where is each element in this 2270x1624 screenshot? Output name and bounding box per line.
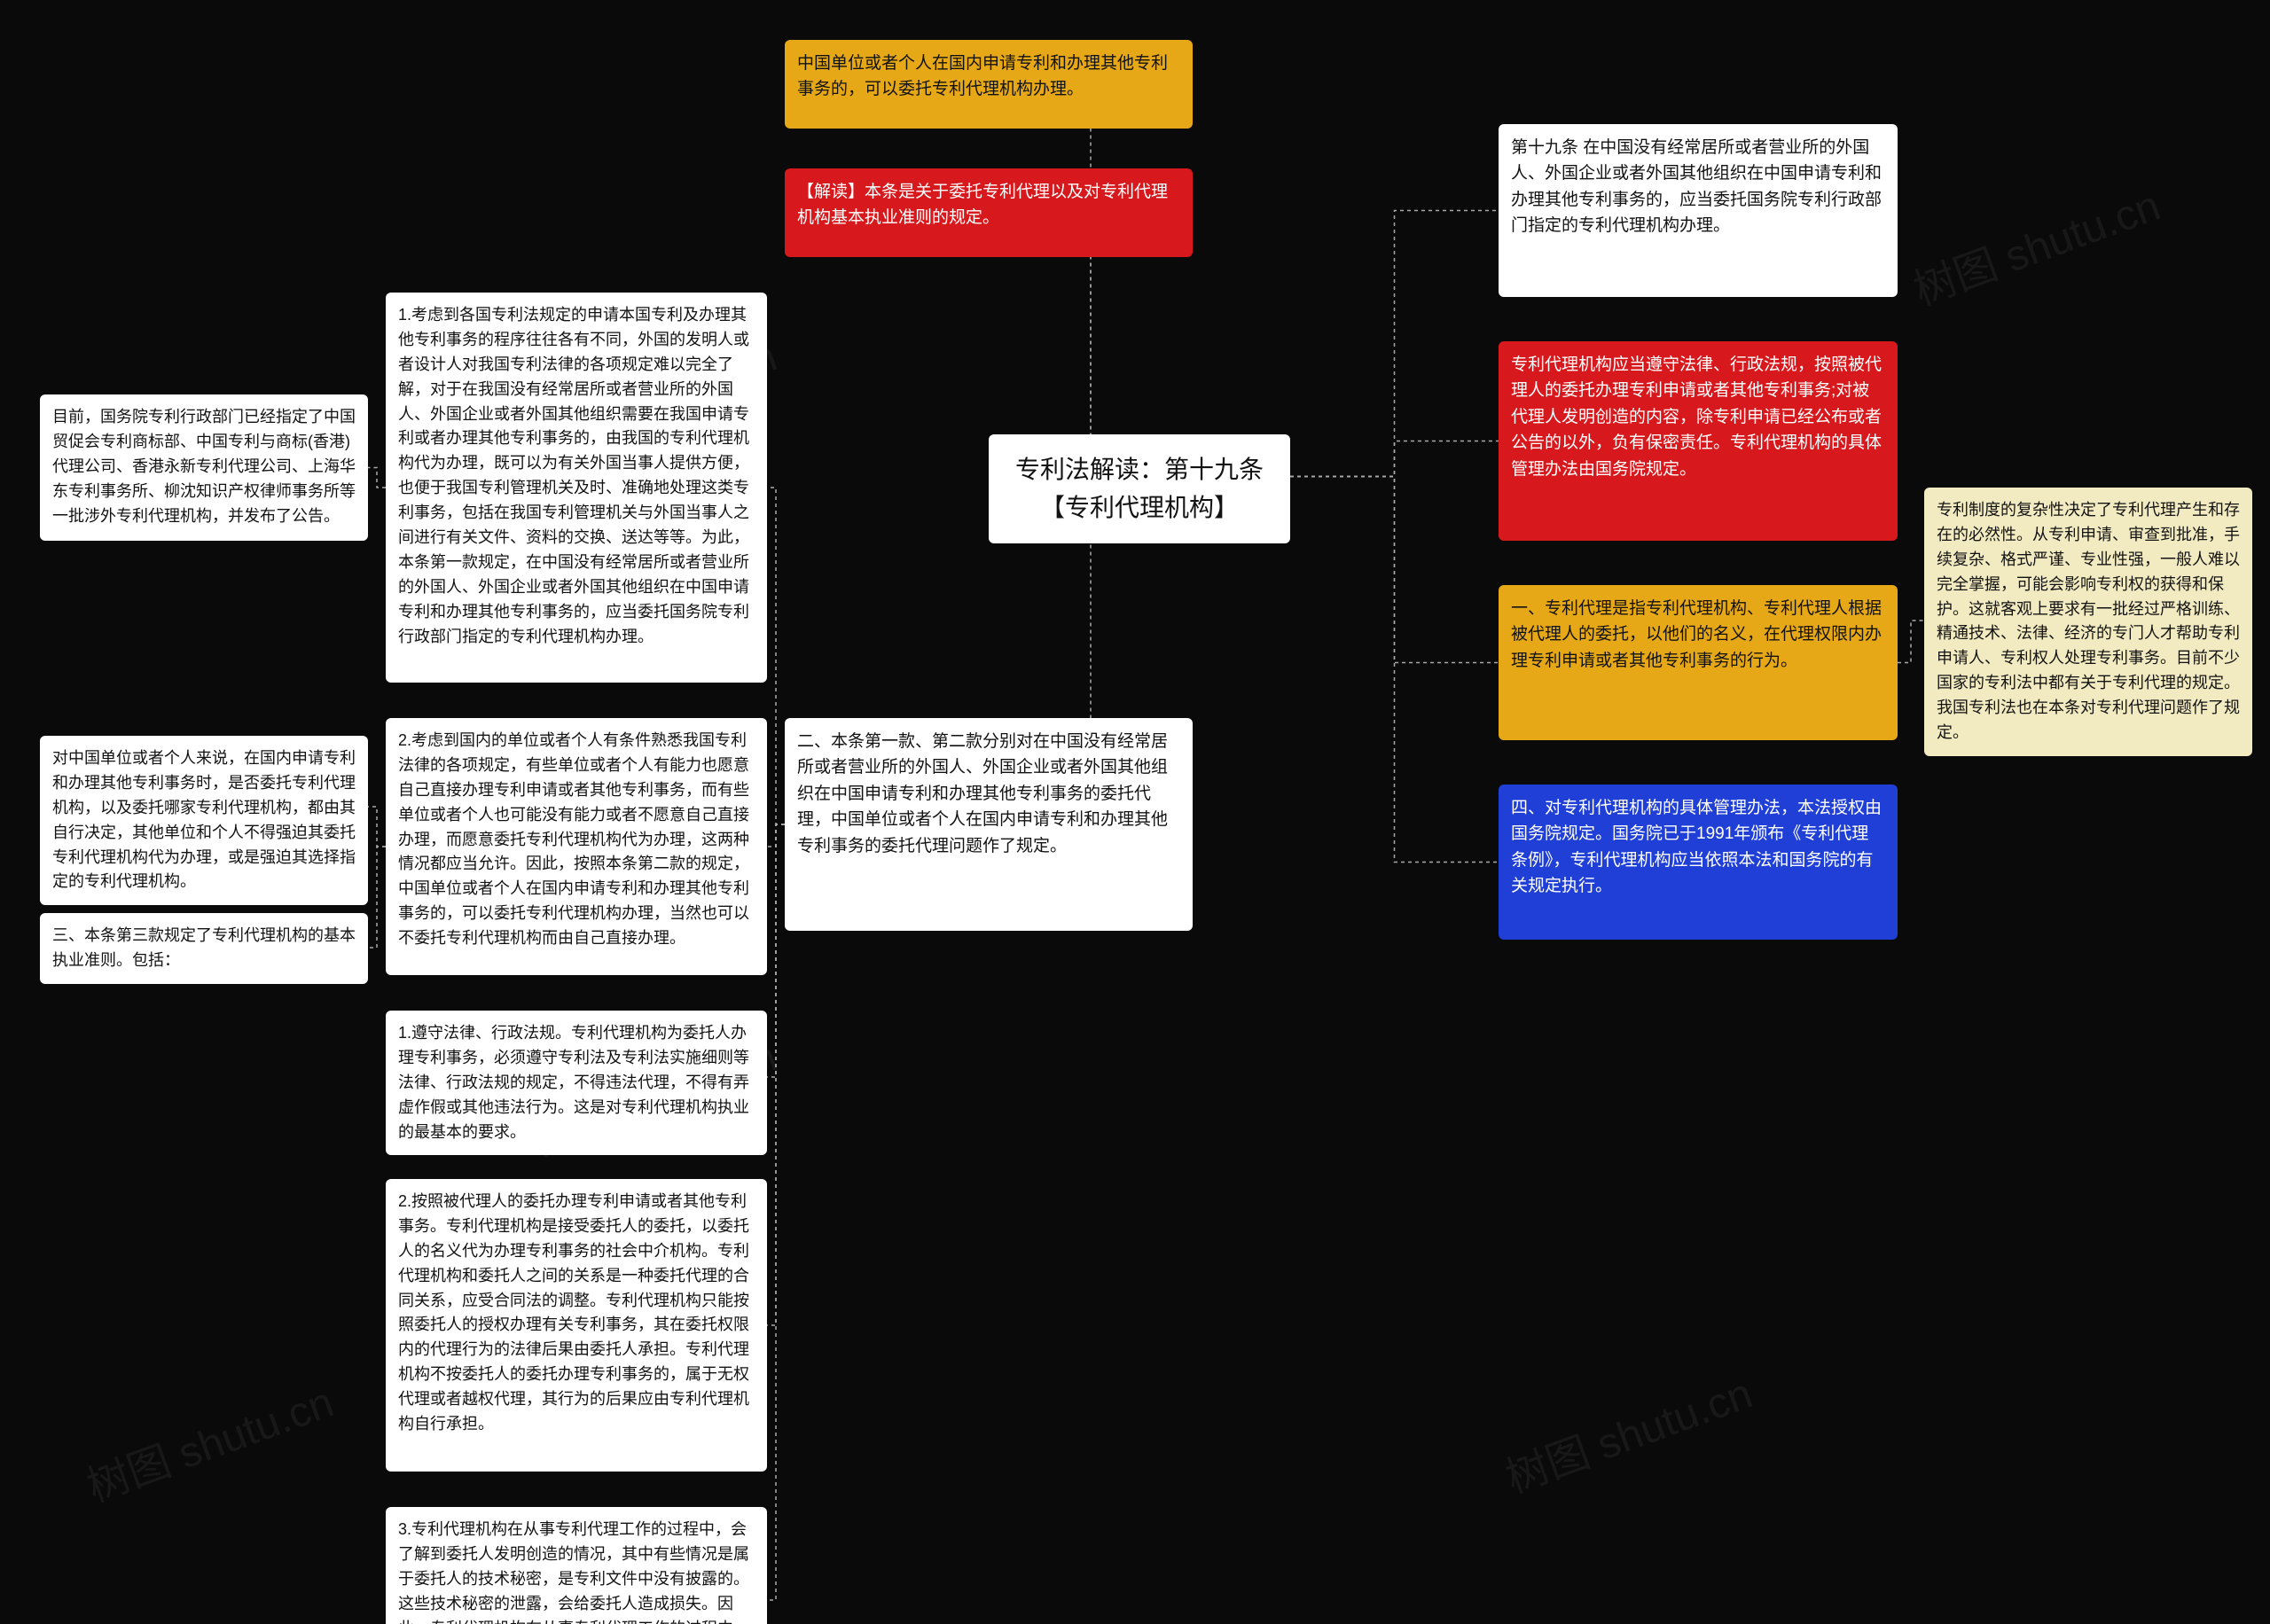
- connector: [1290, 211, 1499, 477]
- left-red-note[interactable]: 【解读】本条是关于委托专利代理以及对专利代理机构基本执业准则的规定。: [785, 168, 1193, 257]
- left-orange-note[interactable]: 中国单位或者个人在国内申请专利和办理其他专利事务的，可以委托专利代理机构办理。: [785, 40, 1193, 129]
- connector: [1290, 477, 1499, 863]
- right-article-19[interactable]: 第十九条 在中国没有经常居所或者营业所的外国人、外国企业或者外国其他组织在中国申…: [1499, 124, 1898, 297]
- mid-para-2[interactable]: 2.考虑到国内的单位或者个人有条件熟悉我国专利法律的各项规定，有些单位或者个人有…: [386, 718, 767, 975]
- mid-sub-3[interactable]: 3.专利代理机构在从事专利代理工作的过程中，会了解到委托人发明创造的情况，其中有…: [386, 1507, 767, 1624]
- connector: [1898, 621, 1924, 663]
- connector: [989, 84, 1193, 477]
- center-title[interactable]: 专利法解读：第十九条【专利代理机构】: [989, 434, 1290, 543]
- watermark: 树图 shutu.cn: [1904, 170, 2167, 316]
- connector: [767, 488, 785, 824]
- watermark: 树图 shutu.cn: [1496, 1358, 1759, 1504]
- connector: [767, 824, 785, 1077]
- far-right-cream-note[interactable]: 专利制度的复杂性决定了专利代理产生和存在的必然性。从专利申请、审查到批准，手续复…: [1924, 488, 2252, 756]
- watermark: 树图 shutu.cn: [77, 1367, 340, 1513]
- connector: [1290, 477, 1499, 663]
- far-left-section-three[interactable]: 三、本条第三款规定了专利代理机构的基本执业准则。包括：: [40, 913, 368, 984]
- connector: [368, 807, 386, 847]
- mid-para-1[interactable]: 1.考虑到各国专利法规定的申请本国专利及办理其他专利事务的程序往往各有不同，外国…: [386, 293, 767, 683]
- connector: [1290, 441, 1499, 477]
- connector: [767, 824, 785, 847]
- right-blue-regulation[interactable]: 四、对专利代理机构的具体管理办法，本法授权由国务院规定。国务院已于1991年颁布…: [1499, 785, 1898, 940]
- connector: [767, 824, 785, 1325]
- connector: [767, 824, 785, 1600]
- mid-sub-2[interactable]: 2.按照被代理人的委托办理专利申请或者其他专利事务。专利代理机构是接受委托人的委…: [386, 1179, 767, 1472]
- mindmap-canvas: 树图 shutu.cn树图 shutu.cn树图 shutu.cn树图 shut…: [0, 0, 2270, 1624]
- right-yellow-definition[interactable]: 一、专利代理是指专利代理机构、专利代理人根据被代理人的委托，以他们的名义，在代理…: [1499, 585, 1898, 740]
- mid-sub-1[interactable]: 1.遵守法律、行政法规。专利代理机构为委托人办理专利事务，必须遵守专利法及专利法…: [386, 1011, 767, 1155]
- far-left-domestic[interactable]: 对中国单位或者个人来说，在国内申请专利和办理其他专利事务时，是否委托专利代理机构…: [40, 736, 368, 905]
- right-red-confidential[interactable]: 专利代理机构应当遵守法律、行政法规，按照被代理人的委托办理专利申请或者其他专利事…: [1499, 341, 1898, 541]
- far-left-agencies[interactable]: 目前，国务院专利行政部门已经指定了中国贸促会专利商标部、中国专利与商标(香港)代…: [40, 394, 368, 541]
- left-section-two[interactable]: 二、本条第一款、第二款分别对在中国没有经常居所或者营业所的外国人、外国企业或者外…: [785, 718, 1193, 931]
- connector: [368, 468, 386, 488]
- connector: [368, 847, 386, 948]
